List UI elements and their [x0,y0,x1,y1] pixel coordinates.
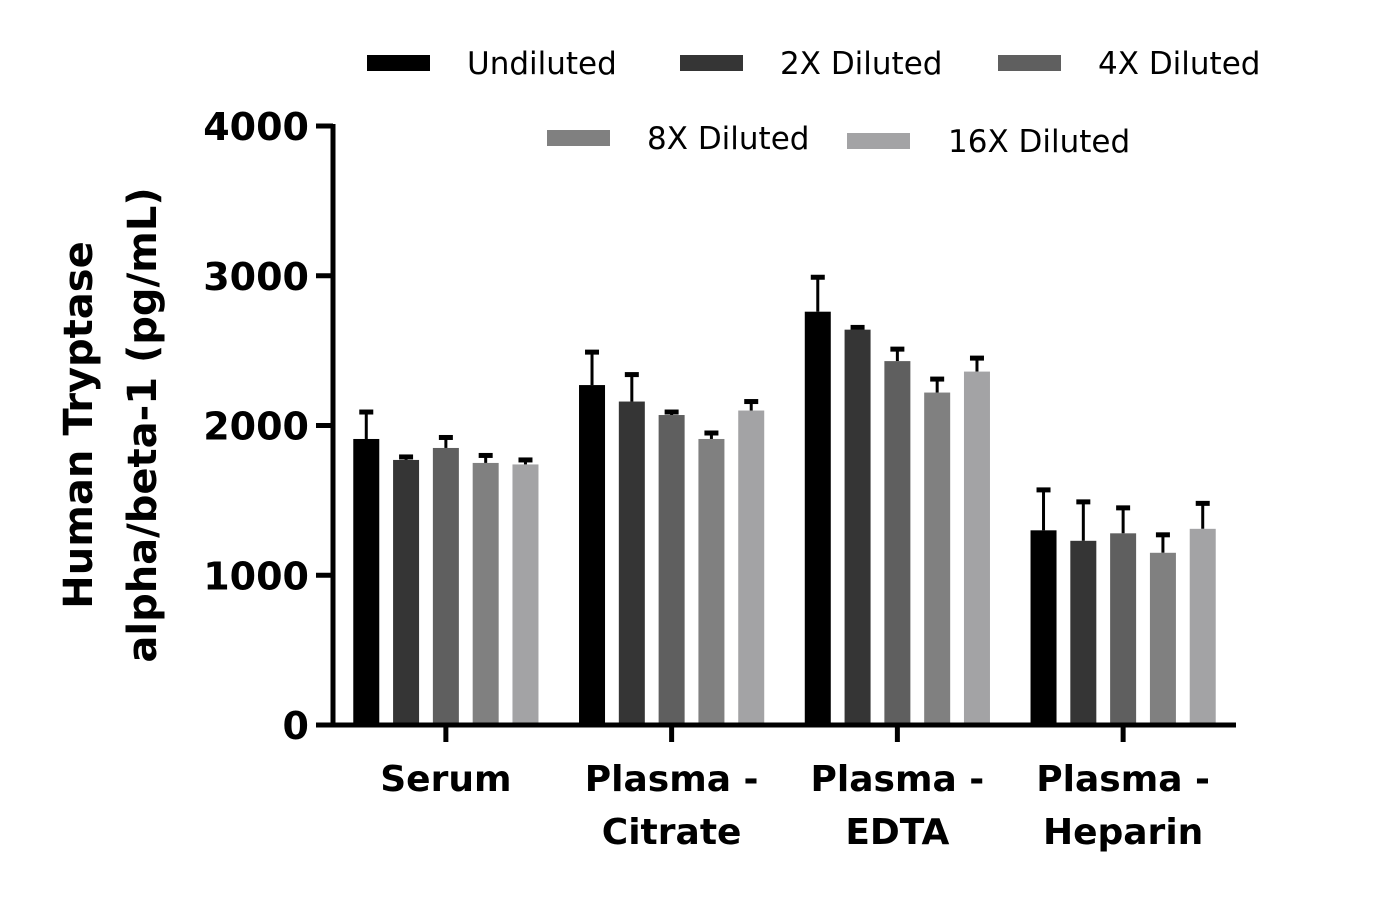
bar [658,415,685,725]
y-axis-title-line: alpha/beta-1 (pg/mL) [120,187,166,662]
y-axis-title: Human Tryptase alpha/beta-1 (pg/mL) [56,187,166,662]
bar [844,329,871,725]
bar [1189,528,1216,725]
legend-swatch [680,55,743,71]
bar [432,447,459,725]
bar [353,438,380,725]
y-tick-label: 4000 [203,105,309,149]
legend-label: 2X Diluted [780,46,942,82]
legend-item: 4X Diluted [998,46,1260,82]
bar [924,392,951,725]
bar [963,371,990,725]
legend-item: 16X Diluted [847,124,1130,160]
legend-item: Undiluted [367,46,617,82]
bar [1070,540,1097,725]
x-category-label-line: EDTA [845,812,949,853]
x-category-label-line: Plasma - [811,759,985,800]
bar [1030,530,1057,725]
y-axis-title-text: Human Tryptase alpha/beta-1 (pg/mL) [56,187,166,662]
bar [579,385,606,725]
bar [1110,533,1137,725]
legend-item: 2X Diluted [680,46,942,82]
x-category-label: Plasma - EDTA [811,759,985,853]
y-tick-label: 1000 [203,554,309,598]
x-category-label-line: Citrate [602,812,742,853]
legend-label: 4X Diluted [1098,46,1260,82]
bar [512,464,539,725]
x-category-label-line: Heparin [1043,812,1203,853]
bar [618,401,645,725]
legend-swatch [547,130,610,146]
bar [884,361,911,725]
bar [1149,552,1176,725]
legend-label: Undiluted [467,46,617,82]
x-category-label: Serum [380,759,511,800]
y-tick-label: 0 [283,704,309,748]
bar [472,462,499,725]
x-category-label-line: Plasma - [585,759,759,800]
y-axis: 0 1000 2000 3000 4000 [203,105,336,748]
legend-swatch [367,55,430,71]
x-category-label-line: Plasma - [1036,759,1210,800]
legend-swatch [847,133,910,149]
legend-swatch [998,55,1061,71]
legend-label: 8X Diluted [647,121,809,157]
y-axis-title-line: Human Tryptase [56,241,102,608]
x-category-label: Plasma - Citrate [585,759,759,853]
bars [353,274,1216,725]
legend-item: 8X Diluted [547,121,809,157]
y-tick-label: 2000 [203,405,309,449]
bar [698,438,725,725]
legend-label: 16X Diluted [948,124,1130,160]
bar [804,311,831,725]
y-tick-label: 3000 [203,255,309,299]
x-category-label: Plasma - Heparin [1036,759,1210,853]
x-category-label-line: Serum [380,759,511,800]
legend: Undiluted 2X Diluted 4X Diluted 8X Diluted 1… [367,46,1260,160]
bar [738,410,765,725]
bar [393,459,420,725]
